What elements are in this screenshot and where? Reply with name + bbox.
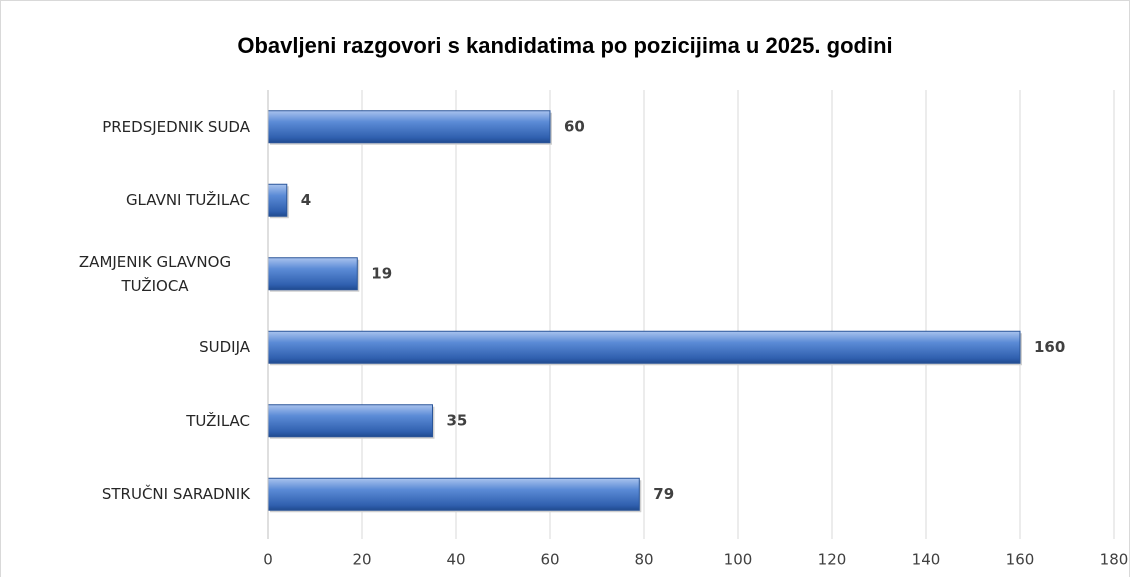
data-label: 79 [653, 485, 674, 503]
x-tick-label: 80 [634, 551, 653, 569]
y-tick-label: PREDSJEDNIK SUDA [102, 117, 250, 136]
bar [267, 110, 551, 144]
data-label: 160 [1034, 338, 1065, 356]
chart-title: Obavljeni razgovori s kandidatima po poz… [237, 33, 892, 58]
data-label: 4 [301, 191, 311, 209]
x-tick-label: 60 [540, 551, 559, 569]
data-label: 19 [371, 264, 392, 282]
x-tick-label: 120 [818, 551, 847, 569]
y-tick-label-box: ZAMJENIK GLAVNOG TUŽIOCA [60, 244, 250, 304]
x-tick-label: 180 [1100, 551, 1129, 569]
y-tick-label-box: GLAVNI TUŽILAC [126, 170, 250, 230]
x-tick-label: 140 [912, 551, 941, 569]
bar [267, 330, 1021, 364]
y-tick-label-box: PREDSJEDNIK SUDA [102, 97, 250, 157]
y-tick-label: ZAMJENIK GLAVNOG TUŽIOCA [78, 252, 232, 295]
y-tick-label-box: TUŽILAC [186, 391, 250, 451]
y-tick-label: TUŽILAC [186, 411, 250, 430]
x-tick-label: 40 [446, 551, 465, 569]
bar [267, 257, 358, 291]
y-tick-label-box: STRUČNI SARADNIK [102, 464, 250, 524]
bar [267, 404, 433, 438]
x-tick-label: 100 [724, 551, 753, 569]
y-tick-label: SUDIJA [199, 338, 250, 357]
bar [267, 183, 288, 217]
bar [267, 477, 640, 511]
x-tick-label: 160 [1006, 551, 1035, 569]
data-label: 60 [564, 117, 585, 135]
y-tick-label-box: SUDIJA [199, 317, 250, 377]
data-label: 35 [447, 411, 468, 429]
y-tick-label: GLAVNI TUŽILAC [125, 191, 250, 210]
y-tick-label: STRUČNI SARADNIK [101, 485, 250, 504]
x-tick-label: 20 [352, 551, 371, 569]
x-tick-label: 0 [263, 551, 273, 569]
